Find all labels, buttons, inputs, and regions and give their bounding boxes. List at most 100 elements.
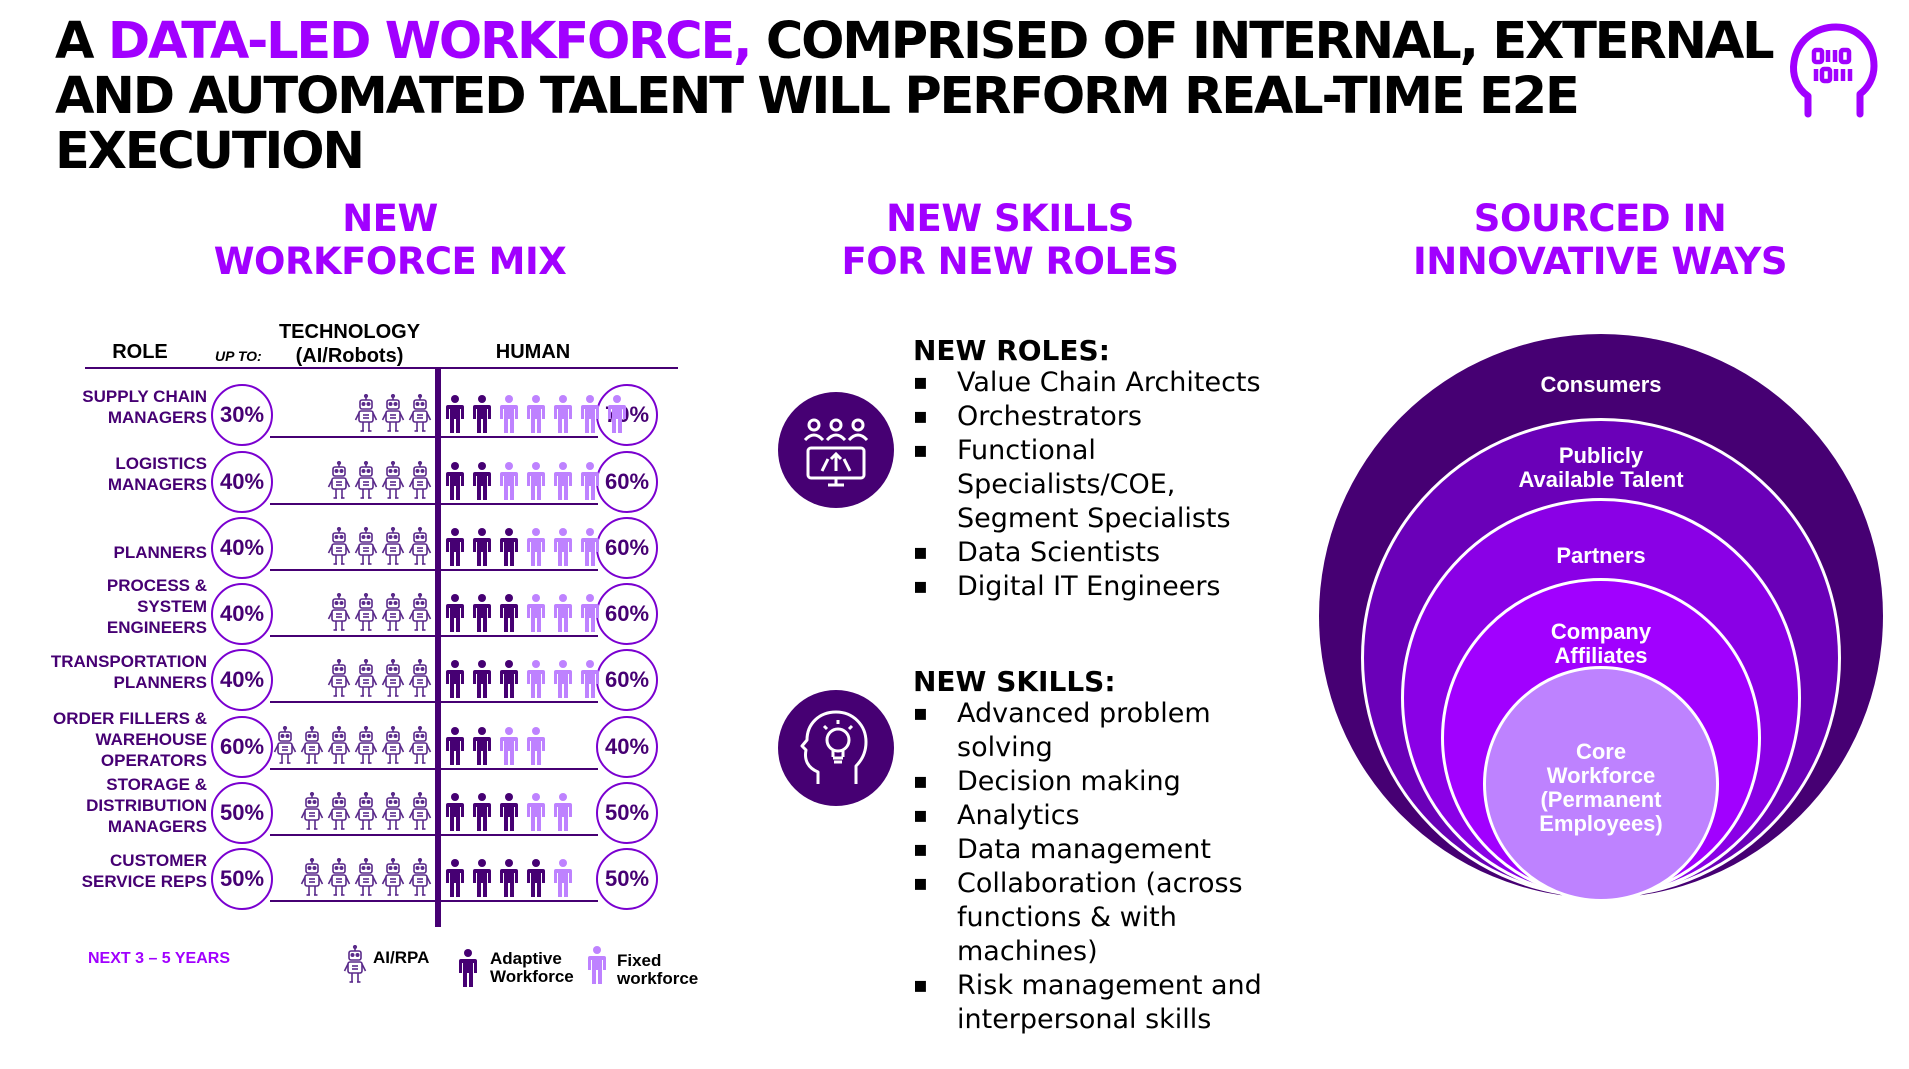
sourcing-ring-label-line: Workforce bbox=[1546, 763, 1656, 788]
sourcing-ring-label: Company Affiliates bbox=[1451, 620, 1751, 668]
adaptive-worker-icon bbox=[500, 793, 518, 831]
list-item: Advanced problem solving bbox=[913, 697, 1293, 765]
legend-adaptive-icon bbox=[456, 948, 480, 993]
robot-icons bbox=[327, 659, 432, 699]
adaptive-worker-icon bbox=[446, 859, 464, 897]
section-title-line: INNOVATIVE WAYS bbox=[1412, 240, 1788, 283]
adaptive-worker-icon bbox=[473, 528, 491, 566]
adaptive-worker-icon bbox=[459, 949, 477, 987]
row-rule bbox=[270, 900, 598, 902]
role-label-line: ENGINEERS bbox=[106, 617, 207, 637]
adaptive-worker-icon bbox=[500, 594, 518, 632]
human-percent: 50% bbox=[596, 848, 658, 910]
sourcing-ring-label-line: Partners bbox=[1556, 543, 1646, 568]
sourcing-ring-label-line: Employees) bbox=[1539, 811, 1663, 836]
table-header-rule bbox=[85, 367, 678, 369]
section-title-sourced: SOURCED IN INNOVATIVE WAYS bbox=[1400, 197, 1800, 283]
robot-icon bbox=[327, 593, 351, 631]
fixed-worker-icon bbox=[581, 395, 599, 433]
robot-icon bbox=[408, 858, 432, 896]
section-title-line: FOR NEW ROLES bbox=[841, 240, 1179, 283]
role-label-line: LOGISTICS bbox=[115, 454, 207, 473]
fixed-worker-icon bbox=[527, 528, 545, 566]
timeframe-label: NEXT 3 – 5 YEARS bbox=[88, 950, 230, 967]
adaptive-worker-icon bbox=[473, 859, 491, 897]
row-rule bbox=[270, 503, 598, 505]
robot-icon bbox=[408, 659, 432, 697]
legend-fixed-line: workforce bbox=[617, 969, 699, 988]
technology-header-sub: (AI/Robots) bbox=[295, 345, 404, 367]
list-item: Value Chain Architects bbox=[913, 366, 1293, 400]
list-item: Digital IT Engineers bbox=[913, 570, 1293, 604]
robot-icon bbox=[381, 394, 405, 432]
fixed-worker-icon bbox=[608, 395, 626, 433]
robot-icon bbox=[354, 593, 378, 631]
robot-icon bbox=[354, 726, 378, 764]
list-item: Risk management and interpersonal skills bbox=[913, 969, 1293, 1037]
technology-column-header: TECHNOLOGY (AI/Robots) bbox=[262, 320, 437, 368]
role-label-line: PLANNERS bbox=[113, 542, 207, 562]
robot-icon bbox=[354, 858, 378, 896]
robot-icon bbox=[327, 792, 351, 830]
row-rule bbox=[270, 768, 598, 770]
new-roles-heading: NEW ROLES: bbox=[913, 334, 1110, 367]
legend-ai-label: AI/RPA bbox=[373, 948, 430, 967]
headline-part2: COMPRISED OF INTERNAL, EXTERNAL AND AUTO… bbox=[55, 12, 1775, 181]
role-label-line: PLANNERS bbox=[113, 673, 207, 692]
fixed-worker-icon bbox=[554, 793, 572, 831]
fixed-worker-icon bbox=[554, 462, 572, 500]
role-label: STORAGE & DISTRIBUTION MANAGERS bbox=[0, 774, 207, 837]
role-label-line: SUPPLY CHAIN bbox=[82, 387, 207, 406]
section-title-line: NEW bbox=[342, 197, 438, 240]
robot-icons bbox=[327, 527, 432, 567]
fixed-worker-icon bbox=[581, 462, 599, 500]
upto-label: UP TO: bbox=[215, 348, 262, 364]
head-lightbulb-icon bbox=[800, 710, 868, 784]
robot-icon bbox=[327, 461, 351, 499]
robot-icon bbox=[300, 726, 324, 764]
adaptive-worker-icon bbox=[473, 462, 491, 500]
technology-percent: 50% bbox=[211, 848, 273, 910]
robot-icon bbox=[327, 659, 351, 697]
robot-icon bbox=[381, 527, 405, 565]
fixed-worker-icon bbox=[527, 594, 545, 632]
adaptive-worker-icon bbox=[446, 528, 464, 566]
new-skills-heading: NEW SKILLS: bbox=[913, 665, 1116, 698]
adaptive-worker-icon bbox=[500, 528, 518, 566]
section-title-line: NEW SKILLS bbox=[886, 197, 1134, 240]
list-item: Data management bbox=[913, 833, 1293, 867]
robot-icon bbox=[381, 726, 405, 764]
section-title-line: WORKFORCE MIX bbox=[213, 240, 567, 283]
role-label: SUPPLY CHAIN MANAGERS bbox=[0, 386, 207, 428]
row-rule bbox=[270, 436, 598, 438]
sourcing-ring-label-line: (Permanent bbox=[1540, 787, 1662, 812]
human-icons bbox=[443, 726, 548, 766]
section-title-new-skills: NEW SKILLS FOR NEW ROLES bbox=[810, 197, 1210, 283]
adaptive-worker-icon bbox=[446, 395, 464, 433]
robot-icon bbox=[354, 527, 378, 565]
technology-percent: 30% bbox=[211, 384, 273, 446]
adaptive-worker-icon bbox=[473, 395, 491, 433]
technology-percent: 40% bbox=[211, 517, 273, 579]
legend-adaptive-line: Workforce bbox=[490, 967, 574, 986]
new-roles-list: Value Chain ArchitectsOrchestratorsFunct… bbox=[913, 366, 1293, 604]
human-icons bbox=[443, 593, 602, 633]
robot-icon bbox=[408, 394, 432, 432]
headline-part1: A bbox=[55, 12, 108, 71]
adaptive-worker-icon bbox=[473, 793, 491, 831]
list-item: Analytics bbox=[913, 799, 1293, 833]
adaptive-worker-icon bbox=[500, 660, 518, 698]
fixed-worker-icon bbox=[527, 727, 545, 765]
role-label-line: ORDER FILLERS & bbox=[53, 708, 207, 728]
new-skills-icon-badge bbox=[778, 690, 894, 806]
robot-icon bbox=[381, 792, 405, 830]
robot-icon bbox=[273, 726, 297, 764]
technology-header-text: TECHNOLOGY bbox=[278, 321, 421, 343]
robot-icon bbox=[327, 726, 351, 764]
robot-icon bbox=[408, 593, 432, 631]
new-skills-list: Advanced problem solvingDecision makingA… bbox=[913, 697, 1293, 1037]
human-icons bbox=[443, 858, 575, 898]
robot-icon bbox=[408, 726, 432, 764]
row-rule bbox=[270, 635, 598, 637]
fixed-worker-icon bbox=[500, 462, 518, 500]
